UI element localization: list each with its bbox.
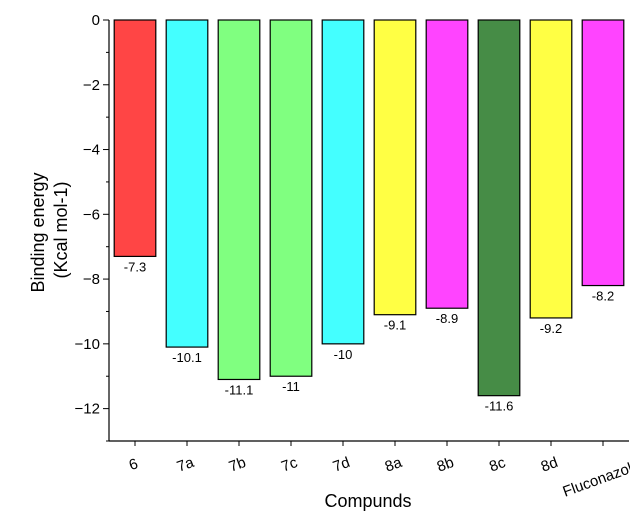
y-tick-label: −10 [75,336,100,353]
y-axis-title: Binding energy (Kcal mol-1) [28,167,71,292]
x-tick-label-7c: 7c [279,454,300,476]
y-axis-title-line-2: (Kcal mol-1) [51,181,71,278]
bar-8a [373,19,417,316]
y-tick-label: −6 [83,206,100,223]
bar-8c [477,19,521,397]
data-label-7b: -11.1 [225,382,254,397]
y-tick-label: −4 [83,142,100,159]
y-tick-label: −2 [83,77,100,94]
bar-7b [217,19,261,381]
x-tick-label-8c: 8c [487,454,508,476]
x-tick-label-7b: 7b [227,454,248,476]
bar-fluconazole [581,19,625,287]
data-labels-layer: -7.3 -10.1 -11.1 -11 -10 -9.1 -8.9 -11.6 -9.2 -8.… [124,259,614,413]
x-tick-label-6: 6 [127,455,141,474]
y-tick-label: −12 [75,401,100,418]
data-label-7d: -10 [334,347,353,362]
data-label-8d: -9.2 [540,321,562,336]
x-tick-label-7a: 7a [175,454,197,476]
x-axis-title: Compunds [324,491,411,511]
bar-7d [321,19,365,345]
bars-layer [113,19,625,397]
data-label-6: -7.3 [124,259,146,274]
x-tick-label-8b: 8b [435,454,456,476]
data-label-7a: -10.1 [172,350,202,365]
bar-7c [269,19,313,377]
y-axis-title-line-1: Binding energy [28,172,48,292]
bar-8d [529,19,573,319]
y-tick-label: 0 [92,12,100,29]
x-tick-label-8d: 8d [539,454,560,476]
data-label-8a: -9.1 [384,318,406,333]
bar-6 [113,19,157,258]
data-label-8c: -11.6 [485,399,514,414]
y-tick-label: −8 [83,271,100,288]
data-label-7c: -11 [282,379,300,394]
x-tick-label-8a: 8a [383,454,405,476]
data-label-fluconazole: -8.2 [592,289,614,304]
x-tick-label-7d: 7d [331,454,352,476]
x-tick-label-fluconazole: Fluconazole [561,457,630,501]
bar-7a [165,19,209,348]
bar-8b [425,19,469,309]
data-label-8b: -8.9 [436,311,458,326]
